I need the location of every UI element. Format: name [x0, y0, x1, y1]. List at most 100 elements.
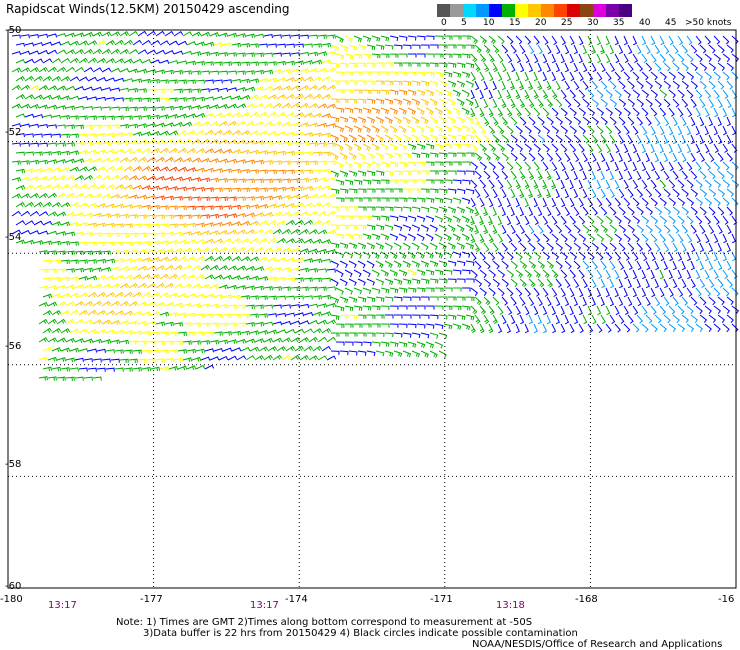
wind-barb: [394, 188, 403, 193]
wind-barb: [645, 314, 653, 324]
wind-barb: [389, 71, 399, 76]
wind-barb: [218, 178, 228, 183]
wind-barb: [15, 94, 26, 100]
legend-label-8: 40: [639, 18, 651, 28]
wind-barb: [47, 268, 57, 273]
wind-barb: [47, 337, 58, 343]
wind-barb: [456, 44, 466, 49]
wind-barb: [438, 242, 447, 250]
wind-barb: [573, 314, 579, 325]
wind-barb: [173, 302, 184, 308]
wind-barb: [110, 87, 121, 92]
wind-barb: [20, 176, 31, 182]
wind-barb: [92, 48, 103, 55]
wind-barb: [591, 44, 596, 55]
wind-barb: [474, 152, 483, 161]
wind-barb: [42, 327, 53, 334]
wind-barb: [150, 185, 161, 191]
wind-barb: [650, 53, 657, 63]
wind-barb: [564, 116, 573, 125]
wind-barb: [443, 125, 453, 133]
wind-barb: [200, 104, 211, 110]
wind-barb: [47, 142, 57, 147]
wind-barb: [119, 123, 129, 129]
wind-barb: [330, 350, 340, 355]
wind-barb: [119, 339, 129, 345]
wind-barb: [20, 67, 31, 73]
wind-barb: [555, 44, 561, 55]
wind-barb: [200, 51, 211, 57]
lat-label-52: -52: [5, 127, 22, 138]
wind-barb: [83, 86, 94, 91]
wind-barb: [60, 309, 71, 316]
wind-barb: [420, 296, 430, 301]
wind-barb: [335, 233, 345, 239]
wind-barb: [263, 321, 274, 326]
wind-barb: [699, 296, 707, 306]
wind-barb: [191, 283, 202, 289]
wind-barb: [344, 323, 354, 328]
wind-barb: [227, 32, 238, 38]
wind-barb: [677, 89, 685, 99]
wind-barb: [240, 111, 251, 118]
wind-barb: [578, 287, 584, 298]
wind-barb: [605, 269, 611, 280]
wind-barb: [263, 337, 274, 343]
wind-barb: [668, 215, 676, 225]
wind-barb: [443, 287, 453, 292]
wind-barb: [33, 58, 44, 64]
wind-barb: [551, 71, 557, 82]
wind-barb: [303, 43, 313, 48]
wind-barb: [119, 194, 130, 200]
wind-barb: [87, 367, 97, 372]
wind-barb: [177, 130, 188, 136]
wind-barb: [303, 151, 313, 156]
wind-barb: [668, 305, 676, 315]
wind-barb: [690, 260, 695, 271]
wind-barb: [321, 239, 332, 245]
wind-barb: [555, 98, 563, 108]
wind-barb: [231, 294, 241, 300]
wind-barb: [474, 80, 480, 91]
wind-barb: [492, 134, 500, 144]
wind-barb: [417, 179, 426, 184]
wind-barb: [213, 129, 224, 136]
wind-barb: [407, 71, 417, 77]
wind-barb: [465, 98, 474, 107]
wind-barb: [564, 260, 572, 270]
wind-barb: [492, 98, 498, 109]
wind-barb: [38, 318, 49, 325]
wind-barb: [56, 284, 67, 290]
wind-barb: [155, 248, 166, 254]
wind-barb: [137, 214, 147, 219]
wind-barb: [204, 129, 215, 136]
wind-barb: [551, 251, 560, 260]
wind-barb: [83, 174, 94, 181]
wind-barb: [641, 161, 647, 172]
wind-barb: [677, 197, 686, 206]
wind-barb: [573, 152, 580, 163]
wind-barb: [663, 224, 671, 234]
wind-barb: [65, 250, 75, 255]
wind-barb: [182, 214, 192, 219]
wind-barb: [569, 215, 577, 225]
wind-barb: [231, 42, 241, 48]
wind-barb: [636, 44, 642, 55]
wind-barb: [141, 59, 152, 64]
wind-barb: [141, 240, 151, 246]
wind-barb: [402, 314, 412, 319]
wind-barb: [132, 131, 143, 137]
wind-barb: [618, 242, 626, 252]
wind-barb: [141, 204, 151, 210]
wind-barb: [596, 197, 603, 207]
wind-barb: [146, 265, 157, 271]
wind-barb: [96, 275, 107, 281]
wind-barb: [717, 116, 722, 127]
wind-barb: [15, 201, 26, 208]
wind-barb: [470, 251, 477, 261]
wind-barb: [348, 62, 358, 68]
wind-barb: [362, 143, 371, 152]
wind-barb: [587, 305, 593, 316]
wind-barb: [690, 134, 695, 145]
wind-barb: [524, 287, 532, 297]
